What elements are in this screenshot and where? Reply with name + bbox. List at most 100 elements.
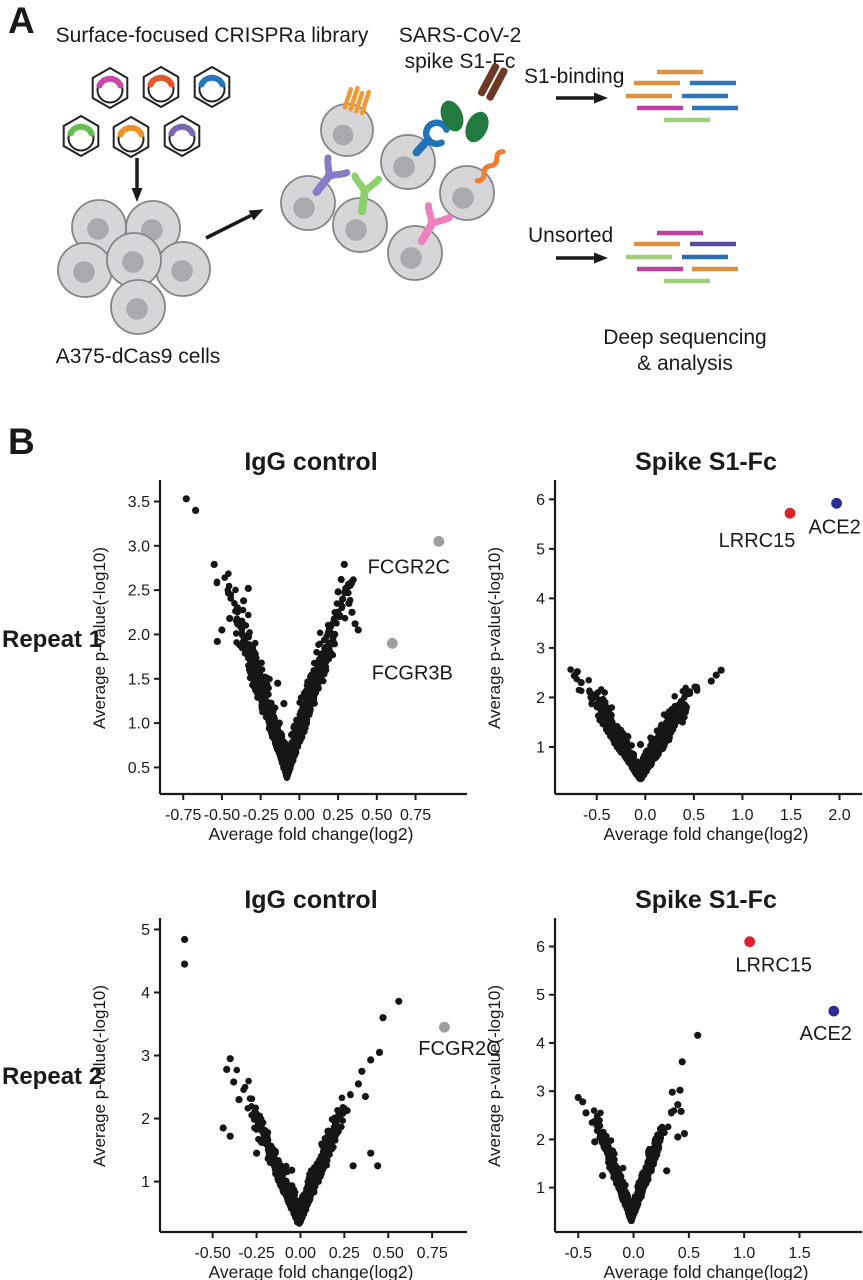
y-tick-label: 1.5	[128, 671, 150, 688]
y-tick-label: 4	[536, 591, 545, 608]
volcano-svg-repeat1-igg-control: IgG control -0.75 -0.50 -0.25 0.00 0.25 0.50 0.…	[90, 448, 467, 844]
x-tick-label: 0.25	[323, 807, 354, 824]
squiggle-receptor-icon	[474, 149, 506, 184]
gene-point-LRRC15	[784, 507, 796, 519]
x-axis-label: Average fold change(log2)	[209, 1262, 414, 1280]
repeat-2-label: Repeat 2	[2, 1063, 103, 1090]
x-tick-label: 0.50	[373, 1245, 404, 1262]
x-axis-label: Average fold change(log2)	[604, 824, 809, 844]
plot-title: IgG control	[244, 886, 377, 914]
plasmid-4	[62, 114, 100, 158]
y-receptor-icon	[417, 202, 453, 246]
x-tick-label: -0.5	[583, 807, 611, 824]
gene-label-ACE2: ACE2	[808, 516, 860, 538]
cell	[387, 225, 443, 281]
volcano-svg-repeat2-spike-s1fc: Spike S1-Fc -0.5 0.0 0.5 1.0 1.5 1 2 3 4 5 6 Average…	[485, 886, 862, 1280]
outlier-points	[574, 1031, 702, 1187]
y-tick-label: 5	[536, 541, 545, 558]
y-tick-label: 1	[536, 739, 545, 756]
plasmid-1	[91, 66, 129, 110]
y-tick-label: 4	[536, 1035, 545, 1052]
sequencing-label-line2: & analysis	[637, 351, 733, 375]
x-tick-label: -0.25	[242, 807, 279, 824]
gene-label-FCGR3B: FCGR3B	[372, 662, 453, 684]
plasmid-2	[142, 65, 180, 109]
outlier-points	[182, 495, 362, 727]
x-tick-label: 2.0	[828, 807, 850, 824]
y-tick-label: 2	[536, 1132, 545, 1149]
volcano-svg-repeat1-spike-s1fc: Spike S1-Fc -0.5 0.0 0.5 1.0 1.5 2.0 1 2 3 4 5 6 Aver…	[485, 448, 862, 844]
outlier-points	[181, 935, 403, 1182]
gene-label-ACE2: ACE2	[800, 1023, 852, 1045]
y-tick-label: 3.5	[128, 494, 150, 511]
fc-domain-icon	[477, 63, 508, 101]
y-axis-label: Average p-value(-log10)	[485, 547, 504, 729]
unsorted-label: Unsorted	[528, 224, 614, 247]
plot-title: Spike S1-Fc	[635, 886, 777, 914]
x-tick-label: 1.0	[731, 807, 753, 824]
s1-binding-reads	[626, 69, 738, 123]
axes: -0.75 -0.50 -0.25 0.00 0.25 0.50 0.75 0.5 1.0 1.5…	[128, 480, 467, 824]
y-axis-label: Average p-value(-log10)	[485, 985, 504, 1167]
volcano-svg-repeat2-igg-control: IgG control -0.50 -0.25 0.00 0.25 0.50 0.75 1 2 3…	[90, 886, 501, 1280]
x-tick-label: 0.0	[622, 1245, 644, 1262]
y-tick-label: 3.0	[128, 538, 150, 555]
y-tick-label: 1.0	[128, 716, 150, 733]
y-tick-label: 1	[536, 1180, 545, 1197]
y-tick-label: 1	[141, 1174, 150, 1191]
plot-title: Spike S1-Fc	[635, 448, 777, 476]
y-tick-label: 3	[141, 1048, 150, 1065]
y-tick-label: 5	[536, 987, 545, 1004]
x-tick-label: -0.5	[564, 1245, 592, 1262]
x-tick-label: 0.00	[284, 807, 315, 824]
y-receptor-icon	[351, 172, 383, 216]
axes: -0.5 0.0 0.5 1.0 1.5 1 2 3 4 5 6	[536, 918, 862, 1262]
y-tick-label: 4	[141, 985, 150, 1002]
x-tick-label: -0.25	[238, 1245, 275, 1262]
panel-a-label: A	[8, 0, 35, 41]
cell	[57, 242, 113, 298]
panel-b-label: B	[8, 421, 35, 462]
y-tick-label: 6	[536, 492, 545, 509]
x-tick-label: -0.75	[165, 807, 202, 824]
cell	[155, 241, 211, 297]
gene-point-LRRC15	[744, 936, 756, 948]
x-tick-label: 0.75	[417, 1245, 448, 1262]
x-tick-label: -0.50	[204, 807, 241, 824]
y-axis-label: Average p-value(-log10)	[90, 547, 109, 729]
panel-a-illustration	[57, 63, 738, 335]
axes: -0.5 0.0 0.5 1.0 1.5 2.0 1 2 3 4 5 6	[536, 480, 862, 824]
y-tick-label: 2	[141, 1111, 150, 1128]
gene-label-FCGR2C: FCGR2C	[418, 1038, 500, 1060]
x-tick-label: 0.0	[634, 807, 656, 824]
sequencing-label: Deep sequencing & analysis	[570, 325, 800, 376]
y-tick-label: 2	[536, 690, 545, 707]
x-tick-label: 0.75	[400, 807, 431, 824]
unsorted-reads	[626, 230, 738, 284]
points-cloud	[213, 570, 357, 781]
spike-s1fc-label: SARS-CoV-2 spike S1-Fc	[370, 23, 550, 74]
plasmid-5	[112, 115, 150, 159]
gene-label-LRRC15: LRRC15	[719, 530, 796, 552]
points-cloud	[233, 1066, 354, 1227]
s1-domain-icon	[440, 100, 464, 132]
spike-s1fc-label-line2: spike S1-Fc	[404, 49, 516, 73]
arrow	[205, 209, 264, 240]
points-cloud	[567, 666, 701, 783]
repeat-1-label: Repeat 1	[2, 626, 103, 653]
gene-point-FCGR2C	[439, 1021, 450, 1033]
spike-s1fc-label-line1: SARS-CoV-2	[398, 24, 522, 47]
y-tick-label: 2.5	[128, 583, 150, 600]
gene-point-ACE2	[828, 1005, 840, 1017]
x-tick-label: 0.50	[361, 807, 392, 824]
points-cloud	[588, 1107, 678, 1225]
y-tick-label: 5	[141, 922, 150, 939]
plasmid-3	[193, 65, 231, 109]
y-tick-label: 0.5	[128, 760, 150, 777]
s1-binding-label: S1-binding	[524, 65, 625, 88]
x-tick-label: 0.00	[285, 1245, 316, 1262]
arrow	[131, 158, 143, 202]
plot-title: IgG control	[244, 448, 377, 476]
x-axis-label: Average fold change(log2)	[604, 1262, 809, 1280]
